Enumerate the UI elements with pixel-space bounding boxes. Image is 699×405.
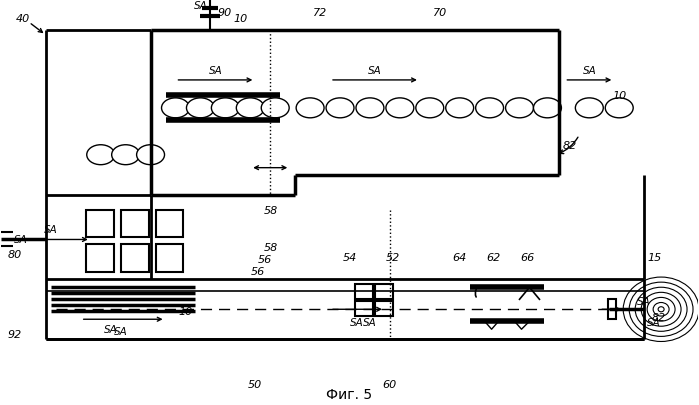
Text: 56: 56 bbox=[258, 255, 273, 265]
Text: 70: 70 bbox=[433, 8, 447, 18]
Bar bbox=[375, 285, 393, 300]
Bar bbox=[86, 245, 114, 273]
Text: 60: 60 bbox=[383, 379, 397, 389]
Text: 10: 10 bbox=[612, 91, 626, 100]
Text: SA: SA bbox=[104, 324, 117, 335]
Bar bbox=[355, 302, 373, 316]
Text: 62: 62 bbox=[487, 253, 500, 263]
Text: SA: SA bbox=[44, 225, 58, 235]
Text: 82: 82 bbox=[562, 141, 577, 150]
Text: SA: SA bbox=[194, 1, 208, 11]
Text: 80: 80 bbox=[8, 250, 22, 260]
Text: Фиг. 5: Фиг. 5 bbox=[326, 387, 372, 401]
Ellipse shape bbox=[187, 99, 215, 119]
Ellipse shape bbox=[112, 145, 140, 165]
Text: 10: 10 bbox=[178, 307, 193, 316]
Text: 10: 10 bbox=[233, 14, 247, 24]
Text: SA: SA bbox=[114, 326, 127, 337]
Text: 56: 56 bbox=[251, 267, 266, 277]
Ellipse shape bbox=[326, 99, 354, 119]
Ellipse shape bbox=[136, 145, 164, 165]
Text: 50: 50 bbox=[248, 379, 262, 389]
Text: SA: SA bbox=[582, 66, 596, 76]
Text: 58: 58 bbox=[264, 205, 278, 215]
Text: 64: 64 bbox=[452, 253, 467, 263]
Text: SA: SA bbox=[363, 318, 377, 327]
Text: 58: 58 bbox=[264, 243, 278, 253]
Ellipse shape bbox=[161, 99, 189, 119]
Bar bbox=[156, 210, 183, 238]
Text: 82: 82 bbox=[652, 313, 666, 322]
Ellipse shape bbox=[605, 99, 633, 119]
Text: 92: 92 bbox=[8, 329, 22, 339]
Bar bbox=[121, 245, 149, 273]
Ellipse shape bbox=[356, 99, 384, 119]
Text: 40: 40 bbox=[16, 14, 30, 24]
Ellipse shape bbox=[416, 99, 444, 119]
Bar bbox=[355, 285, 373, 300]
Text: 72: 72 bbox=[313, 8, 327, 18]
Text: 52: 52 bbox=[386, 253, 400, 263]
Ellipse shape bbox=[386, 99, 414, 119]
Text: SA: SA bbox=[368, 66, 382, 76]
Ellipse shape bbox=[446, 99, 474, 119]
Ellipse shape bbox=[533, 99, 561, 119]
Text: SA: SA bbox=[350, 318, 364, 327]
Text: 66: 66 bbox=[520, 253, 535, 263]
Ellipse shape bbox=[296, 99, 324, 119]
Text: SA: SA bbox=[208, 66, 222, 76]
Bar bbox=[608, 300, 617, 320]
Ellipse shape bbox=[575, 99, 603, 119]
Text: 90: 90 bbox=[217, 8, 231, 18]
Ellipse shape bbox=[211, 99, 239, 119]
Ellipse shape bbox=[236, 99, 264, 119]
Bar bbox=[121, 210, 149, 238]
Ellipse shape bbox=[505, 99, 533, 119]
Bar bbox=[375, 302, 393, 316]
Text: SA: SA bbox=[647, 318, 661, 327]
Bar bbox=[156, 245, 183, 273]
Ellipse shape bbox=[87, 145, 115, 165]
Ellipse shape bbox=[475, 99, 503, 119]
Text: SA: SA bbox=[637, 296, 651, 307]
Text: 54: 54 bbox=[343, 253, 357, 263]
Ellipse shape bbox=[261, 99, 289, 119]
Text: 15: 15 bbox=[647, 253, 661, 263]
Text: SA: SA bbox=[14, 235, 28, 245]
Bar bbox=[86, 210, 114, 238]
